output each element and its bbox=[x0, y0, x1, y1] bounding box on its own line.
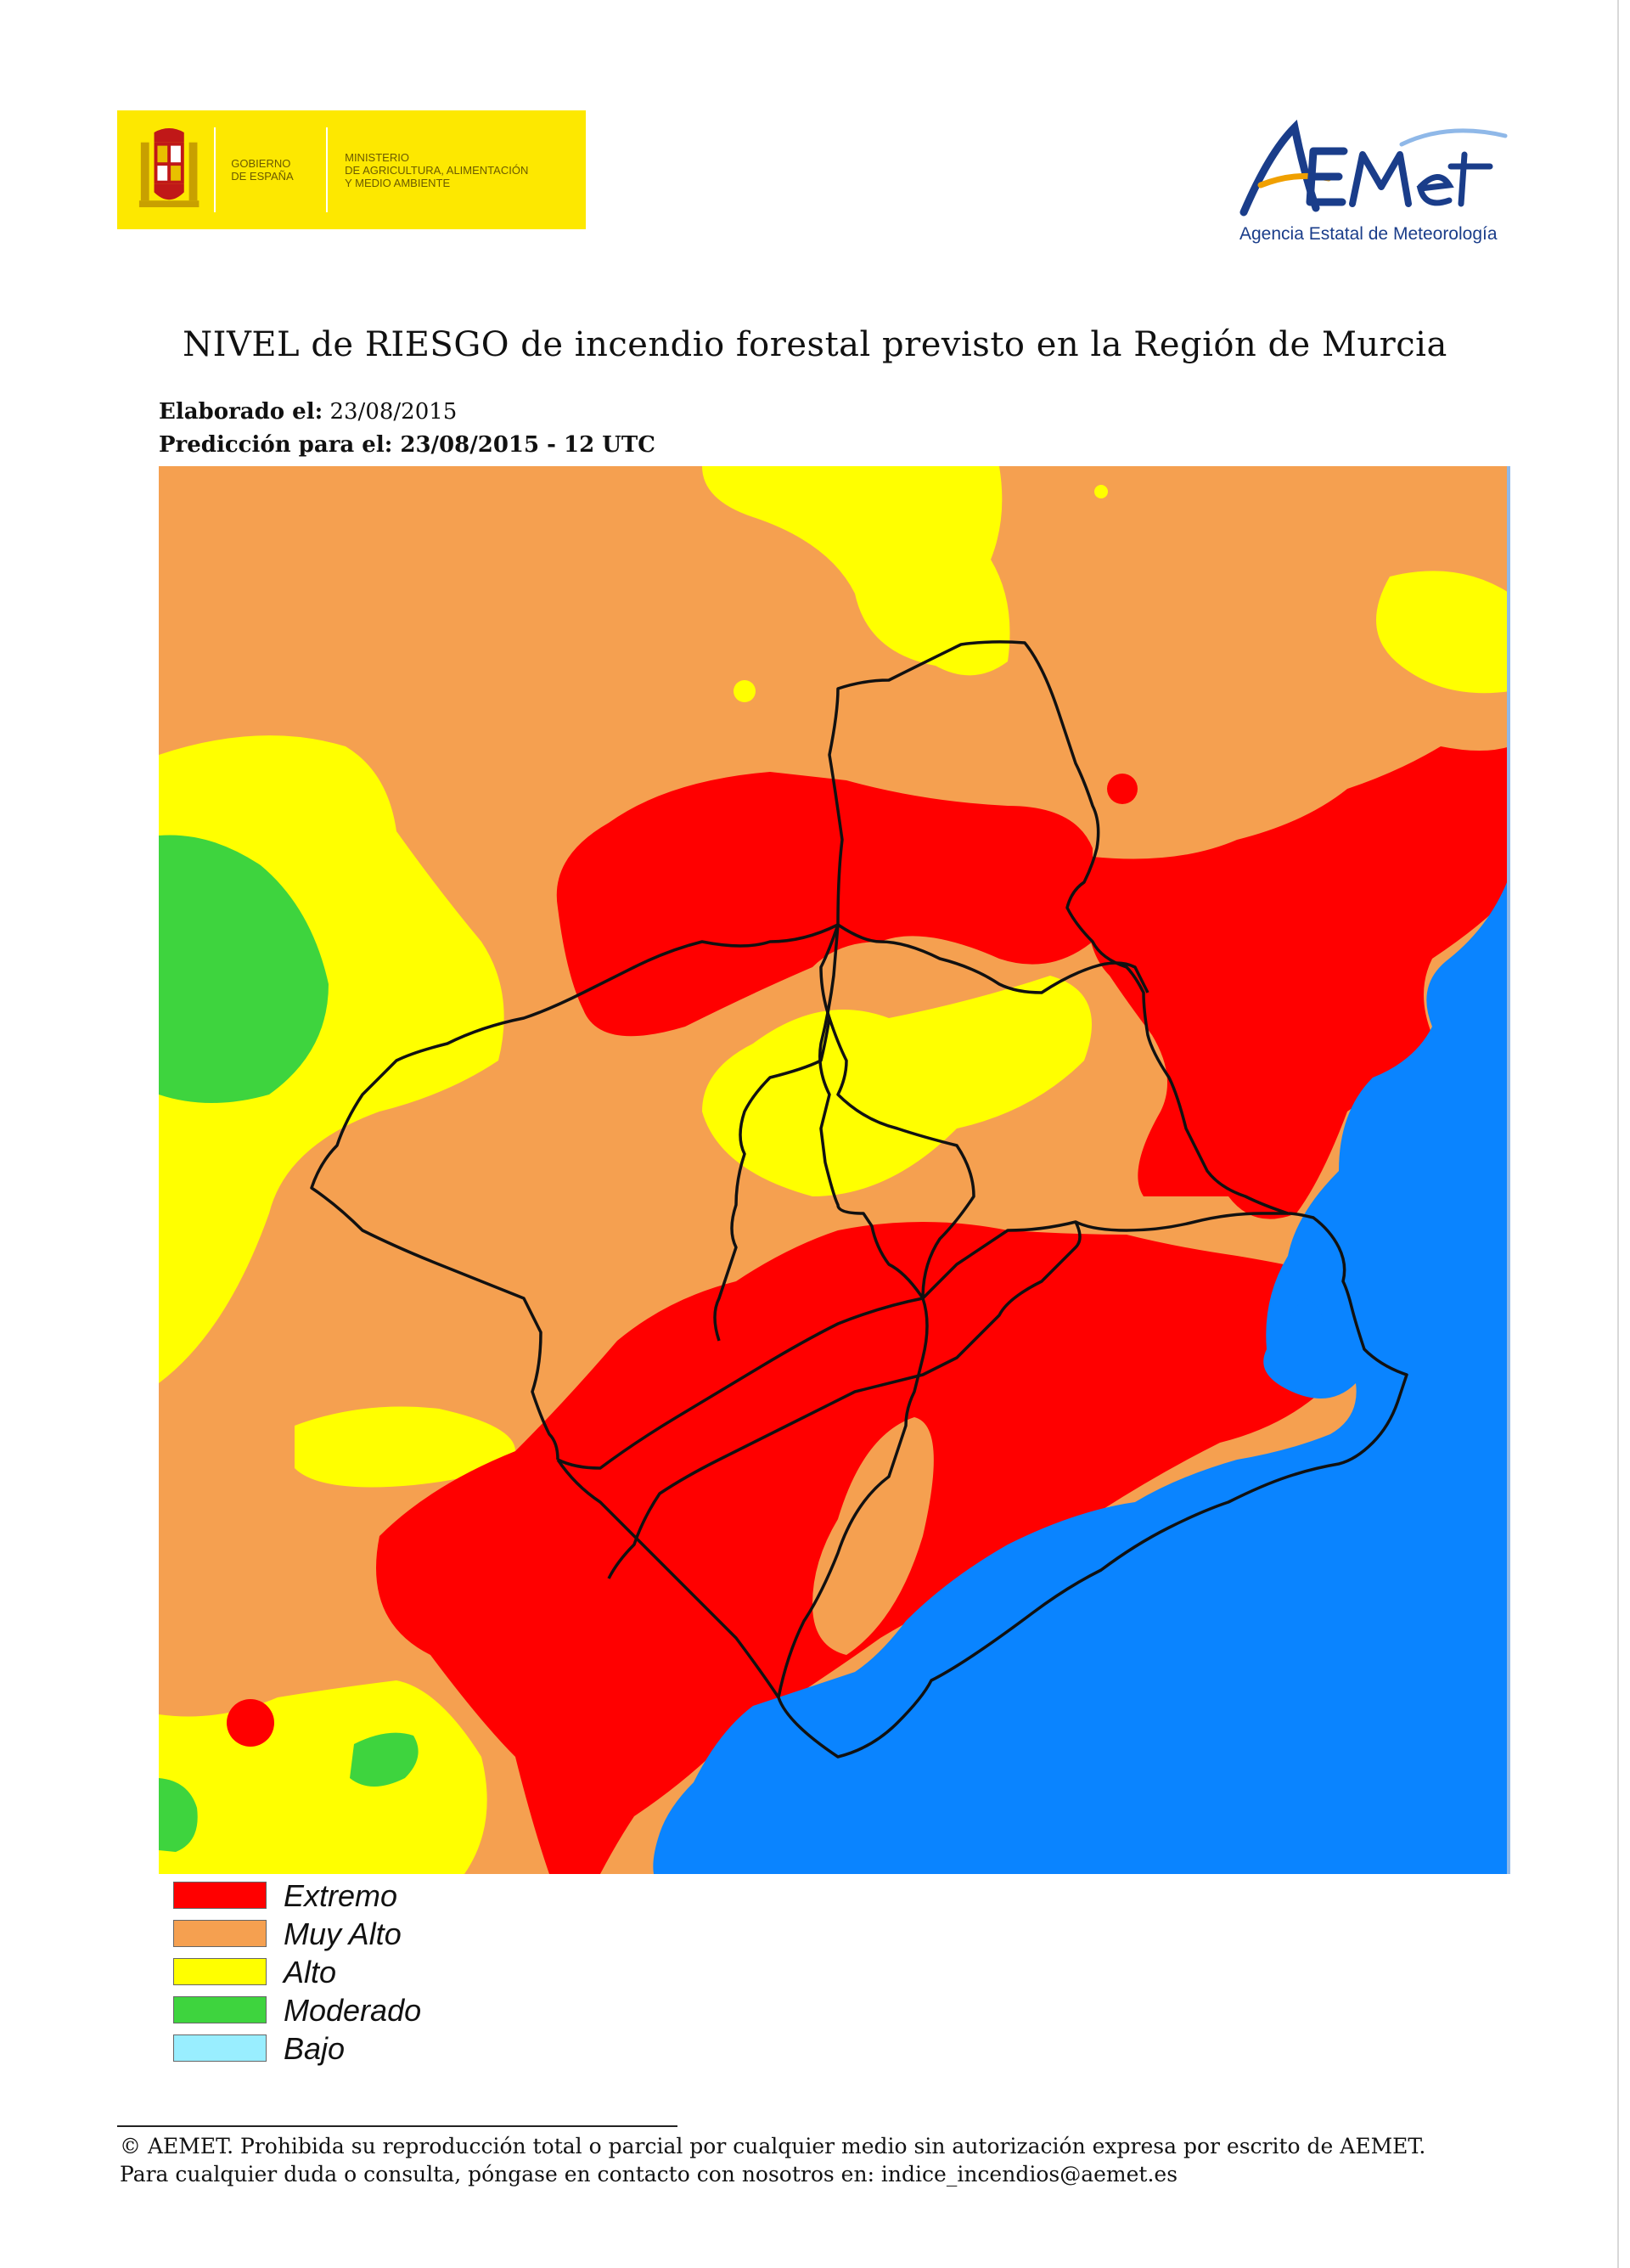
aemet-subtitle: Agencia Estatal de Meteorología bbox=[1239, 224, 1498, 244]
elaborado-label: Elaborado el: bbox=[159, 399, 323, 425]
prediccion-line: Predicción para el: 23/08/2015 - 12 UTC bbox=[159, 432, 655, 458]
ministerio-label: MINISTERIO DE AGRICULTURA, ALIMENTACIÓN … bbox=[345, 150, 529, 189]
risk-map bbox=[159, 466, 1510, 1874]
legend-label-alto: Alto bbox=[284, 1955, 337, 1989]
elaborado-line: Elaborado el: 23/08/2015 bbox=[159, 399, 457, 425]
legend-swatch-alto bbox=[173, 1958, 267, 1985]
gobierno-logo: GOBIERNO DE ESPAÑA MINISTERIO DE AGRICUL… bbox=[117, 110, 586, 229]
legend-swatch-bajo bbox=[173, 2034, 267, 2062]
legend-label-extremo: Extremo bbox=[284, 1878, 398, 1913]
comarca-borders bbox=[310, 640, 1408, 1759]
logo-separator bbox=[214, 127, 216, 212]
legend-item-alto: Alto bbox=[173, 1955, 513, 1989]
legend-swatch-moderado bbox=[173, 1996, 267, 2023]
moderado-areas bbox=[159, 835, 419, 1852]
coat-of-arms-icon bbox=[138, 128, 200, 208]
copyright-notice: © AEMET. Prohibida su reproducción total… bbox=[120, 2134, 1426, 2158]
legend-label-bajo: Bajo bbox=[284, 2031, 346, 2066]
legend-swatch-muy-alto bbox=[173, 1920, 267, 1947]
legend-swatch-extremo bbox=[173, 1882, 267, 1909]
legend-item-muy-alto: Muy Alto bbox=[173, 1916, 513, 1951]
sea bbox=[653, 874, 1510, 1874]
page-title: NIVEL de RIESGO de incendio forestal pre… bbox=[183, 325, 1447, 364]
legend-label-moderado: Moderado bbox=[284, 1993, 422, 2028]
legend-label-muy-alto: Muy Alto bbox=[284, 1916, 402, 1951]
logo-separator bbox=[326, 127, 329, 212]
page-edge bbox=[1617, 0, 1619, 2268]
legend-item-extremo: Extremo bbox=[173, 1878, 513, 1913]
mar-menor bbox=[1284, 1298, 1326, 1396]
aemet-wordmark bbox=[1239, 119, 1508, 217]
gobierno-label: GOBIERNO DE ESPAÑA bbox=[231, 157, 294, 183]
legend-item-bajo: Bajo bbox=[173, 2031, 513, 2066]
contact-notice: Para cualquier duda o consulta, póngase … bbox=[120, 2162, 1178, 2186]
legend-item-moderado: Moderado bbox=[173, 1993, 513, 2028]
map-frame-edge bbox=[1507, 466, 1510, 1874]
muy-alto-pockets bbox=[812, 1417, 934, 1655]
elaborado-date: 23/08/2015 bbox=[329, 399, 458, 425]
aemet-logo: Agencia Estatal de Meteorología bbox=[1235, 119, 1515, 255]
footer-rule bbox=[117, 2125, 677, 2127]
